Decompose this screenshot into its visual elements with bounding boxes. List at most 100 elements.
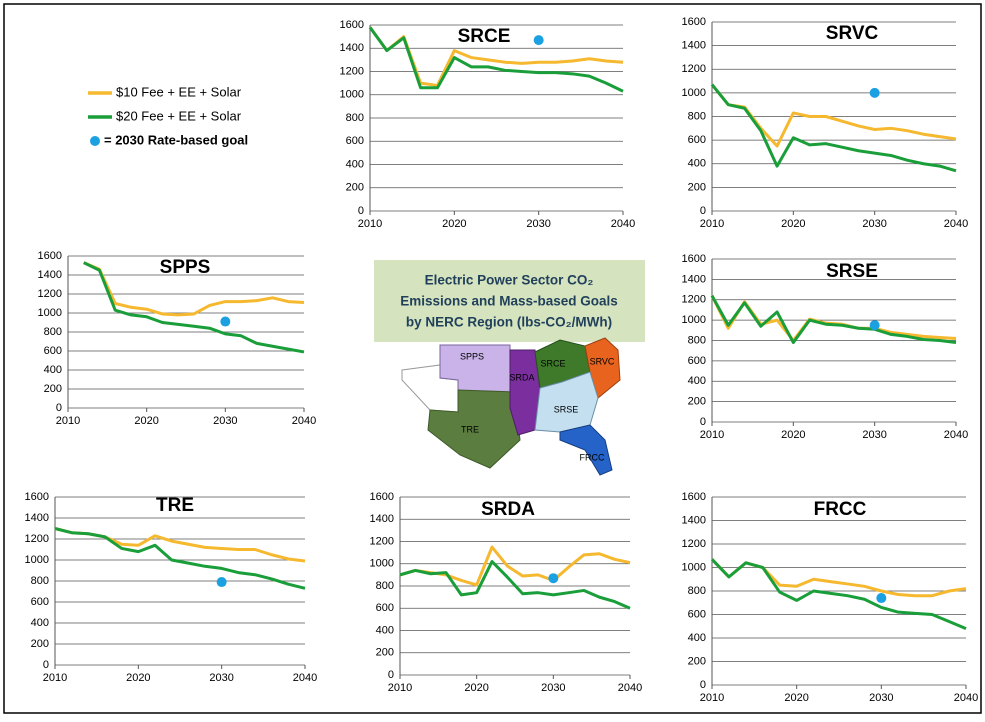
y-tick-label: 400 [688,375,706,387]
y-tick-label: 600 [44,345,62,357]
y-tick-label: 200 [346,182,364,194]
y-tick-label: 800 [688,334,706,346]
x-tick-label: 2040 [944,429,968,441]
series-line [83,261,305,317]
x-tick-label: 2020 [126,672,150,684]
map-label: SPPS [460,351,484,361]
x-tick-label: 2010 [43,672,67,684]
y-tick-label: 400 [376,624,394,636]
chart-title: SRCE [458,26,511,47]
x-tick-label: 2020 [784,692,808,704]
y-tick-label: 200 [688,655,706,667]
y-tick-label: 1600 [25,491,49,503]
y-tick-label: 1000 [682,561,706,573]
x-tick-label: 2030 [541,682,565,694]
y-tick-label: 400 [346,158,364,170]
center-title: by NERC Region (lbs-CO₂/MWh) [406,315,612,330]
x-tick-label: 2040 [293,672,317,684]
y-tick-label: 1400 [370,513,394,525]
goal-point [876,593,887,604]
map-label: SRCE [540,358,565,368]
y-tick-label: 1600 [682,491,706,503]
goal-point [869,87,880,98]
y-tick-label: 1400 [38,269,62,281]
x-tick-label: 2010 [700,429,724,441]
map-label: SRSE [554,404,579,414]
y-tick-label: 1600 [682,16,706,28]
x-tick-label: 2040 [944,218,968,230]
chart-title: TRE [156,495,194,516]
goal-point [220,316,231,327]
x-tick-label: 2030 [213,415,237,427]
chart-title: FRCC [814,499,867,520]
y-tick-label: 1200 [340,65,364,77]
y-tick-label: 800 [376,580,394,592]
x-tick-label: 2030 [209,672,233,684]
y-tick-label: 800 [44,326,62,338]
y-tick-label: 200 [31,638,49,650]
x-tick-label: 2040 [611,218,635,230]
goal-point [533,35,544,46]
goal-point [869,320,880,331]
y-tick-label: 800 [346,112,364,124]
y-tick-label: 200 [376,647,394,659]
y-tick-label: 1400 [682,273,706,285]
y-tick-label: 0 [358,205,364,217]
y-tick-label: 1600 [370,491,394,503]
series-line [710,294,957,345]
y-tick-label: 1000 [340,89,364,101]
y-tick-label: 0 [700,416,706,428]
center-title: Emissions and Mass-based Goals [400,294,618,309]
y-tick-label: 200 [688,181,706,193]
x-tick-label: 2010 [700,218,724,230]
series-line [83,261,305,354]
x-tick-label: 2010 [388,682,412,694]
y-tick-label: 1400 [682,40,706,52]
series-line [54,527,306,590]
y-tick-label: 1400 [340,42,364,54]
y-tick-label: 0 [56,402,62,414]
y-tick-label: 600 [688,608,706,620]
x-tick-label: 2010 [700,692,724,704]
y-tick-label: 1200 [38,288,62,300]
map-label: SRDA [509,372,534,382]
y-tick-label: 400 [688,158,706,170]
y-tick-label: 1000 [38,307,62,319]
series-line [710,83,957,173]
x-tick-label: 2020 [781,218,805,230]
y-tick-label: 1000 [682,87,706,99]
x-tick-label: 2040 [292,415,316,427]
y-tick-label: 800 [688,585,706,597]
x-tick-label: 2020 [781,429,805,441]
map-label: SRVC [590,356,615,366]
y-tick-label: 1200 [682,294,706,306]
x-tick-label: 2040 [954,692,978,704]
y-tick-label: 1600 [38,250,62,262]
y-tick-label: 1200 [370,535,394,547]
y-tick-label: 400 [688,632,706,644]
y-tick-label: 600 [346,135,364,147]
x-tick-label: 2030 [869,692,893,704]
series-line [368,26,624,93]
y-tick-label: 1600 [682,253,706,265]
x-tick-label: 2030 [862,429,886,441]
y-tick-label: 1200 [25,533,49,545]
x-tick-label: 2030 [526,218,550,230]
legend-label: $10 Fee + EE + Solar [116,84,242,99]
y-tick-label: 400 [31,617,49,629]
y-tick-label: 1000 [25,554,49,566]
y-tick-label: 600 [31,596,49,608]
chart-title: SRSE [826,261,878,282]
y-tick-label: 400 [44,364,62,376]
map-label: TRE [461,424,479,434]
chart-title: SRDA [481,499,535,520]
chart-title: SRVC [826,23,879,44]
y-tick-label: 600 [688,355,706,367]
map-region [559,424,613,476]
map [401,337,621,476]
x-tick-label: 2020 [134,415,158,427]
y-tick-label: 1600 [340,19,364,31]
y-tick-label: 200 [688,396,706,408]
goal-point [548,573,559,584]
